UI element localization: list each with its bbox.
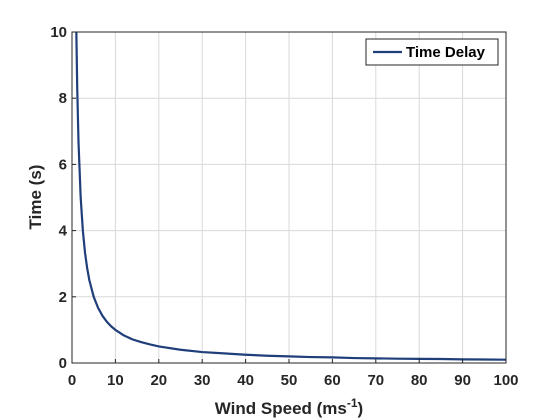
- x-tick-label: 100: [493, 372, 518, 389]
- x-axis-label: Wind Speed (ms-1): [215, 396, 363, 418]
- x-tick-label: 50: [281, 372, 298, 389]
- y-tick-labels: 0 2 4 6 8 10: [50, 24, 67, 372]
- x-tick-label: 70: [367, 372, 384, 389]
- legend-label: Time Delay: [406, 44, 486, 61]
- x-tick-label: 40: [237, 372, 254, 389]
- y-tick-label: 2: [59, 289, 67, 306]
- x-tick-label: 30: [194, 372, 211, 389]
- x-tick-label: 20: [150, 372, 167, 389]
- legend: Time Delay: [365, 38, 499, 66]
- y-tick-label: 4: [59, 223, 68, 240]
- x-tick-label: 60: [324, 372, 341, 389]
- x-tick-label: 80: [411, 372, 428, 389]
- y-tick-label: 6: [59, 156, 67, 173]
- tick-marks: [71, 31, 507, 364]
- y-tick-label: 0: [59, 355, 67, 372]
- series-layer: [75, 31, 507, 361]
- y-tick-label: 10: [50, 24, 67, 41]
- y-tick-label: 8: [59, 90, 67, 107]
- x-tick-label: 90: [454, 372, 471, 389]
- x-tick-label: 10: [107, 372, 124, 389]
- series-line-time-delay: [75, 31, 507, 361]
- y-axis-label: Time (s): [26, 165, 45, 230]
- x-tick-labels: 0 10 20 30 40 50 60 70 80 90 100: [68, 372, 519, 389]
- x-tick-label: 0: [68, 372, 76, 389]
